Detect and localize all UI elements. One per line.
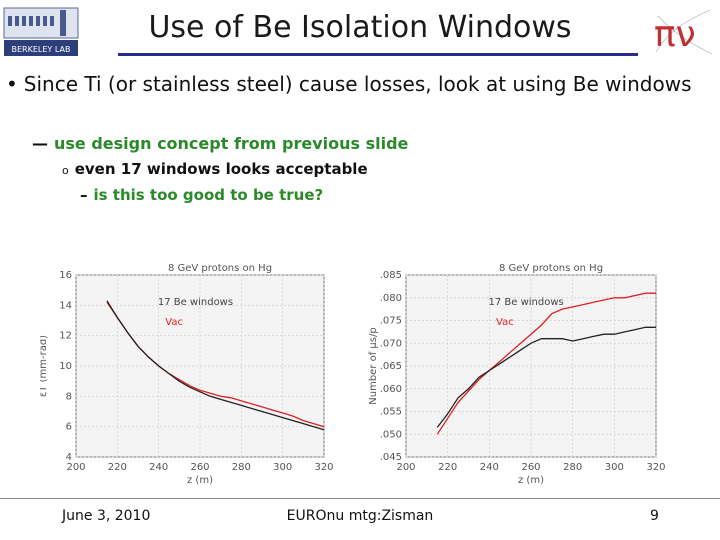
y-tick-label: .080 <box>380 293 402 304</box>
y-tick-label: .070 <box>380 338 402 349</box>
bullet4-text: is this too good to be true? <box>93 186 324 204</box>
chart-title: 8 GeV protons on Hg <box>499 263 603 274</box>
y-tick-label: 6 <box>66 422 72 433</box>
y-tick-label: .050 <box>380 429 402 440</box>
circle-marker: o <box>62 164 69 177</box>
y-tick-label: 8 <box>66 391 72 402</box>
y-tick-label: .065 <box>380 361 402 372</box>
muon-yield-chart-svg: 200 220 240 260 280 300 320 .045 .050 .055 .060 .06… <box>368 263 666 486</box>
y-tick-label: 16 <box>59 270 72 281</box>
x-axis-label: z (m) <box>187 475 213 486</box>
berkeley-lab-logo: BERKELEY LAB <box>2 2 82 62</box>
y-tick-label: 10 <box>59 361 72 372</box>
x-tick-label: 300 <box>605 462 624 473</box>
legend-vac: Vac <box>165 317 183 328</box>
chart-title: 8 GeV protons on Hg <box>168 263 272 274</box>
x-tick-label: 320 <box>646 462 665 473</box>
x-tick-label: 200 <box>396 462 415 473</box>
y-axis-label: Number of μs/p <box>368 327 379 404</box>
dash-marker: — <box>32 134 48 153</box>
x-tick-label: 320 <box>314 462 333 473</box>
footer-page-number: 9 <box>650 508 659 524</box>
bullet-level2: — use design concept from previous slide <box>32 134 408 153</box>
emittance-chart-svg: 200 220 240 260 280 300 320 4 6 8 10 12 14 16 8 GeV pr… <box>38 263 334 486</box>
x-tick-label: 240 <box>149 462 168 473</box>
x-axis-label: z (m) <box>518 475 544 486</box>
y-tick-label: .055 <box>380 407 402 418</box>
y-tick-label: .060 <box>380 384 402 395</box>
x-tick-label: 220 <box>108 462 127 473</box>
y-tick-label: .085 <box>380 270 402 281</box>
y-tick-label: .045 <box>380 452 402 463</box>
chart-emittance: 200 220 240 260 280 300 320 4 6 8 10 12 14 16 8 GeV pr… <box>38 255 340 495</box>
en-dash-marker: – <box>80 186 88 204</box>
bullet-level1: • Since Ti (or stainless steel) cause los… <box>6 72 711 97</box>
y-tick-label: 14 <box>59 300 72 311</box>
bullet-level4: – is this too good to be true? <box>80 186 323 204</box>
series-line-be-windows <box>436 326 656 428</box>
x-tick-label: 280 <box>232 462 251 473</box>
bullet-marker: • <box>6 72 18 96</box>
legend-be-windows: 17 Be windows <box>489 297 564 308</box>
x-tick-label: 200 <box>66 462 85 473</box>
bullet-level3: o even 17 windows looks acceptable <box>62 160 368 178</box>
y-axis-label: εT (mm-rad) <box>40 335 49 397</box>
x-tick-label: 260 <box>521 462 540 473</box>
x-tick-label: 260 <box>190 462 209 473</box>
footer-divider <box>0 498 720 499</box>
footer-date: June 3, 2010 <box>62 508 151 524</box>
series-line-be-windows <box>106 300 325 431</box>
footer-center: EUROnu mtg:Zisman <box>286 508 434 524</box>
y-tick-label: 12 <box>59 331 72 342</box>
y-tick-label: .075 <box>380 316 402 327</box>
series-line-vac <box>436 292 656 435</box>
chart-muon-yield: 200 220 240 260 280 300 320 .045 .050 .055 .060 .06… <box>362 255 670 495</box>
title-underline <box>118 53 638 56</box>
legend-vac: Vac <box>496 317 514 328</box>
bullet1-text: Since Ti (or stainless steel) cause loss… <box>23 72 692 96</box>
logo-left-text: BERKELEY LAB <box>12 45 71 54</box>
x-tick-label: 280 <box>563 462 582 473</box>
pi-nu-logo: πν <box>648 2 718 60</box>
bullet3-text: even 17 windows looks acceptable <box>74 160 368 178</box>
x-tick-label: 240 <box>480 462 499 473</box>
y-tick-label: 4 <box>66 452 72 463</box>
x-tick-label: 220 <box>438 462 457 473</box>
x-tick-label: 300 <box>273 462 292 473</box>
slide-title: Use of Be Isolation Windows <box>148 10 572 45</box>
bullet2-text: use design concept from previous slide <box>54 134 409 153</box>
logo-right-text: πν <box>654 14 696 55</box>
legend-be-windows: 17 Be windows <box>158 297 233 308</box>
